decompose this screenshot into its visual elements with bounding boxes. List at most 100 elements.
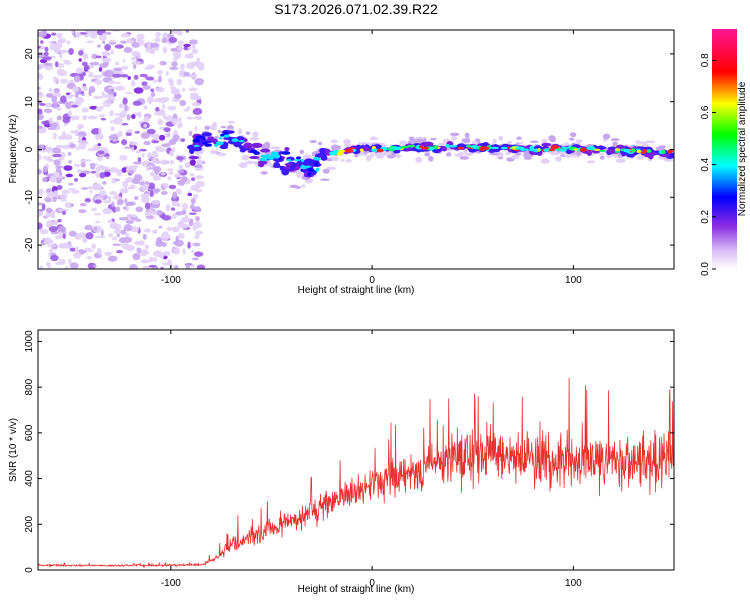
noise-blob-758	[62, 233, 66, 240]
noise-blob-566	[131, 41, 141, 48]
noise-blob-451	[188, 218, 194, 223]
noise-blob-387	[191, 249, 195, 254]
noise-blob-30	[79, 202, 87, 207]
noise-blob-39	[194, 125, 198, 132]
core-blob-1407	[249, 155, 260, 160]
peak-blob-1551	[193, 144, 200, 148]
noise-blob-468	[55, 165, 64, 169]
noise-blob-149	[171, 61, 178, 68]
peak-blob-1595	[457, 146, 465, 150]
spectrogram-x-ticks: -100 0 100	[161, 30, 582, 286]
noise-blob-824	[107, 219, 113, 224]
noise-blob-259	[186, 116, 194, 120]
noise-blob-308	[197, 154, 202, 161]
noise-blob-609	[189, 92, 199, 99]
noise-blob-596	[133, 74, 139, 80]
noise-blob-70	[109, 167, 119, 173]
noise-blob-695	[39, 265, 44, 269]
noise-blob-832	[117, 198, 124, 206]
noise-blob-878	[122, 236, 133, 244]
halo-blob-997	[270, 146, 281, 150]
noise-blob-776	[177, 180, 185, 187]
noise-blob-399	[68, 182, 74, 186]
noise-blob-838	[77, 135, 83, 141]
halo-blob-1121	[326, 166, 337, 171]
noise-blob-850	[67, 187, 76, 191]
spectrogram-x-axis-label: Height of straight line (km)	[298, 285, 415, 296]
noise-blob-714	[168, 37, 178, 43]
colorbar-gradient	[712, 29, 737, 269]
noise-blob-786	[97, 150, 105, 155]
halo-blob-1207	[309, 139, 317, 144]
noise-blob-420	[169, 150, 175, 157]
noise-blob-289	[112, 236, 118, 241]
noise-blob-815	[38, 91, 44, 99]
core-blob-1354	[201, 132, 213, 137]
halo-blob-955	[320, 178, 330, 181]
noise-blob-363	[92, 225, 103, 233]
noise-blob-816	[73, 75, 81, 83]
peak-blob-1651	[614, 150, 621, 153]
peak-blob-1579	[286, 159, 292, 162]
noise-blob-875	[74, 93, 79, 98]
snr-y-ticks: 0 200 400 600 800 1000	[24, 330, 674, 573]
noise-blob-425	[85, 232, 94, 240]
spectrogram-y-tick-label--20: -20	[24, 237, 35, 252]
noise-blob-661	[47, 127, 56, 131]
noise-blob-513	[102, 59, 107, 63]
halo-blob-911	[340, 159, 345, 162]
noise-blob-879	[171, 30, 179, 34]
noise-blob-825	[42, 165, 48, 173]
noise-blob-81	[113, 228, 122, 235]
noise-blob-790	[71, 104, 79, 108]
core-blob-1502	[284, 162, 293, 166]
noise-blob-447	[115, 206, 121, 212]
noise-blob-613	[192, 221, 202, 229]
noise-blob-397	[95, 167, 101, 173]
noise-blob-599	[97, 156, 103, 161]
noise-blob-855	[132, 100, 142, 106]
noise-blob-0	[38, 86, 41, 90]
noise-blob-890	[46, 188, 52, 193]
noise-blob-707	[101, 51, 111, 57]
noise-blob-882	[45, 149, 54, 153]
noise-blob-614	[146, 165, 154, 169]
noise-blob-163	[165, 132, 169, 138]
snr-x-tick-label-100: 100	[565, 578, 582, 589]
noise-blob-701	[108, 80, 116, 85]
peak-blob-1646	[550, 145, 560, 149]
peak-blob-1597	[507, 146, 511, 149]
core-blob-1265	[393, 149, 401, 154]
noise-blob-886	[68, 160, 72, 164]
noise-blob-725	[48, 87, 53, 93]
peak-blob-1596	[315, 158, 321, 161]
noise-blob-564	[162, 231, 169, 235]
halo-blob-1043	[245, 131, 251, 135]
noise-blob-475	[141, 152, 145, 158]
core-blob-1460	[324, 148, 331, 155]
spectrogram-y-tick-label--10: -10	[24, 190, 35, 205]
noise-blob-188	[40, 40, 44, 44]
noise-blob-683	[151, 199, 161, 205]
noise-blob-257	[123, 224, 133, 232]
noise-blob-836	[54, 261, 63, 266]
noise-blob-368	[195, 215, 200, 222]
noise-blob-712	[141, 196, 150, 203]
spectrogram-y-ticks: -20 -10 0 10 20	[24, 48, 674, 252]
halo-blob-989	[498, 135, 504, 141]
noise-blob-735	[152, 99, 163, 103]
noise-blob-846	[53, 48, 62, 54]
noise-blob-682	[42, 56, 52, 61]
noise-blob-606	[159, 134, 166, 141]
noise-blob-617	[177, 46, 183, 52]
noise-blob-219	[93, 212, 102, 216]
noise-blob-151	[161, 103, 166, 110]
noise-blob-706	[116, 233, 120, 238]
noise-blob-634	[171, 213, 177, 219]
core-blob-1481	[290, 165, 296, 170]
noise-blob-587	[89, 162, 96, 170]
noise-blob-526	[191, 177, 196, 181]
noise-blob-767	[46, 220, 53, 223]
noise-blob-627	[145, 76, 155, 81]
